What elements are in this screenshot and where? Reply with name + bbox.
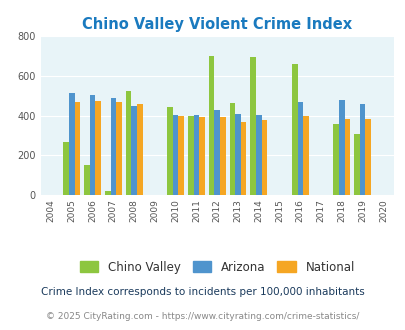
- Bar: [116, 102, 121, 195]
- Text: Crime Index corresponds to incidents per 100,000 inhabitants: Crime Index corresponds to incidents per…: [41, 287, 364, 297]
- Text: © 2025 CityRating.com - https://www.cityrating.com/crime-statistics/: © 2025 CityRating.com - https://www.city…: [46, 312, 359, 321]
- Bar: [234, 114, 240, 195]
- Bar: [167, 107, 173, 195]
- Bar: [229, 103, 234, 195]
- Bar: [303, 115, 308, 195]
- Bar: [208, 56, 214, 195]
- Bar: [126, 91, 131, 195]
- Bar: [359, 104, 364, 195]
- Bar: [84, 165, 90, 195]
- Bar: [255, 115, 261, 195]
- Bar: [364, 119, 370, 195]
- Legend: Chino Valley, Arizona, National: Chino Valley, Arizona, National: [79, 261, 354, 274]
- Bar: [338, 100, 344, 195]
- Bar: [188, 115, 193, 195]
- Bar: [344, 119, 350, 195]
- Bar: [69, 93, 75, 195]
- Bar: [354, 134, 359, 195]
- Bar: [193, 115, 199, 195]
- Bar: [333, 124, 338, 195]
- Bar: [95, 101, 101, 195]
- Bar: [75, 102, 80, 195]
- Bar: [199, 117, 205, 195]
- Bar: [291, 64, 297, 195]
- Bar: [297, 102, 303, 195]
- Bar: [104, 191, 110, 195]
- Bar: [261, 120, 266, 195]
- Bar: [63, 142, 69, 195]
- Bar: [90, 95, 95, 195]
- Bar: [220, 117, 225, 195]
- Bar: [240, 122, 246, 195]
- Bar: [214, 110, 220, 195]
- Bar: [110, 98, 116, 195]
- Bar: [173, 115, 178, 195]
- Bar: [178, 115, 183, 195]
- Bar: [136, 104, 142, 195]
- Title: Chino Valley Violent Crime Index: Chino Valley Violent Crime Index: [82, 17, 352, 32]
- Bar: [131, 106, 136, 195]
- Bar: [250, 57, 255, 195]
